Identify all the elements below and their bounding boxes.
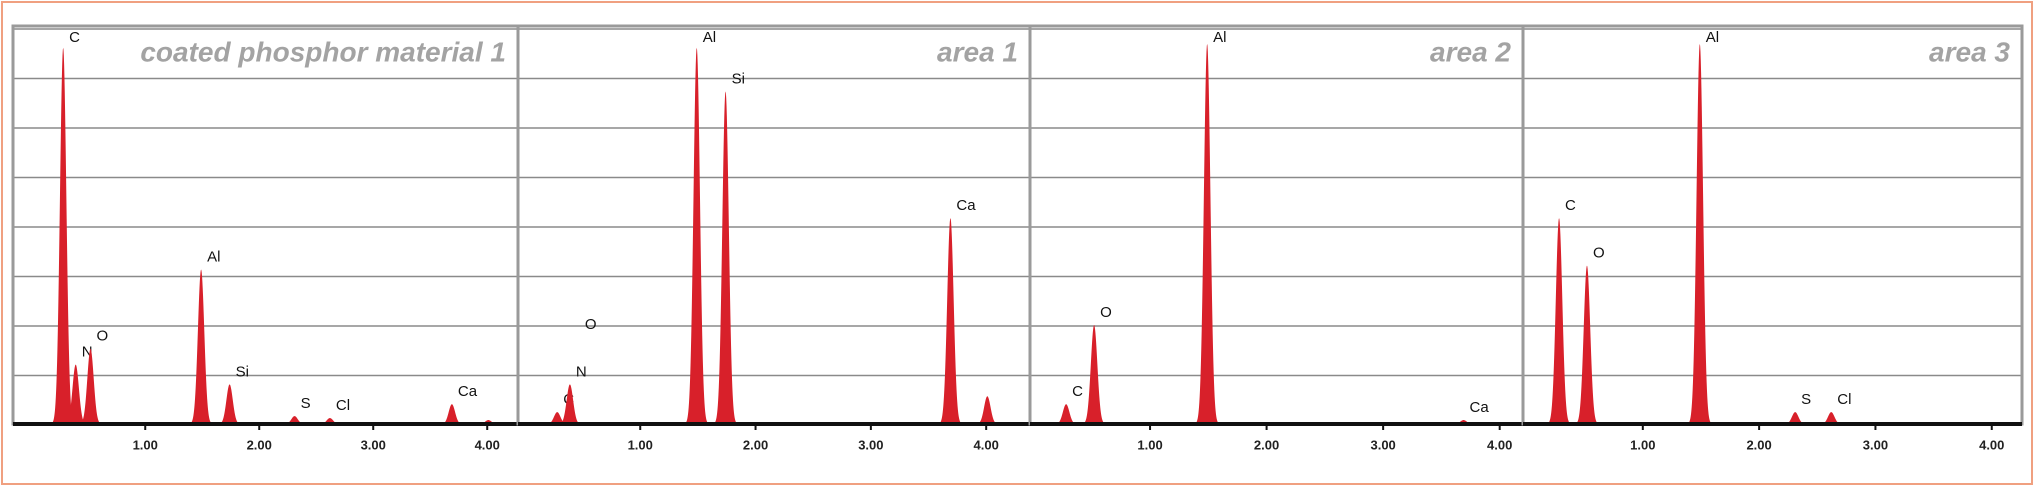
peak-label: S [301,395,311,412]
peak [62,364,89,424]
peak-label: Cl [1837,391,1851,408]
x-tick-label: 3.00 [1370,437,1395,452]
peak [974,396,1001,424]
peak [1081,325,1108,424]
peak-label: Al [1706,29,1719,46]
peak [683,47,710,425]
peak-label: O [585,316,597,333]
x-tick-label: 2.00 [247,437,272,452]
peak [1818,412,1845,424]
peak [1782,412,1809,424]
peak-label: O [1100,304,1112,321]
x-tick-label: 1.00 [628,437,653,452]
peak-label: Al [1213,29,1226,46]
panel-title: area 2 [1430,36,1511,67]
x-tick-label: 2.00 [743,437,768,452]
peak [216,384,243,424]
x-tick-label: 4.00 [1487,437,1512,452]
x-tick-label: 2.00 [1746,437,1771,452]
peak [1546,218,1573,424]
peak-label: S [1801,391,1811,408]
x-tick-label: 1.00 [133,437,158,452]
panel-title: area 3 [1929,36,2010,67]
peak-label: N [82,344,93,361]
peak [1686,43,1713,425]
peak [317,418,343,424]
peak [937,218,964,424]
x-tick-label: 4.00 [974,437,999,452]
peak [188,269,214,424]
peak-label: Ca [1470,399,1490,416]
peak-label: C [69,29,80,46]
peak-label: Ca [458,383,478,400]
x-tick-label: 3.00 [1863,437,1888,452]
peak-label: Ca [956,197,976,214]
peak [556,384,583,424]
x-tick-label: 3.00 [858,437,883,452]
x-tick-label: 1.00 [1137,437,1162,452]
peak-label: C [1072,383,1083,400]
peak-label: Cl [336,397,350,414]
x-tick-label: 3.00 [361,437,386,452]
peak-label: C [1565,197,1576,214]
x-tick-label: 2.00 [1254,437,1279,452]
peak-label: N [576,363,587,380]
peak-label: Al [207,249,220,266]
peak [1573,265,1601,424]
x-tick-label: 4.00 [1979,437,2004,452]
peak [50,47,76,425]
peak-label: Si [732,70,745,87]
peak-label: Al [703,29,716,46]
panel-title: area 1 [937,36,1018,67]
panel-title: coated phosphor material 1 [140,36,506,67]
peak [712,91,739,425]
x-tick-label: 4.00 [475,437,500,452]
peak [1194,43,1221,425]
peak-label: O [1593,245,1605,262]
peak [439,404,465,424]
peak [281,416,308,424]
x-tick-label: 1.00 [1630,437,1655,452]
peak [544,412,571,424]
peak [77,348,104,424]
peak-label: Si [236,363,249,380]
peak-label: O [97,328,109,345]
peak [1053,404,1080,424]
